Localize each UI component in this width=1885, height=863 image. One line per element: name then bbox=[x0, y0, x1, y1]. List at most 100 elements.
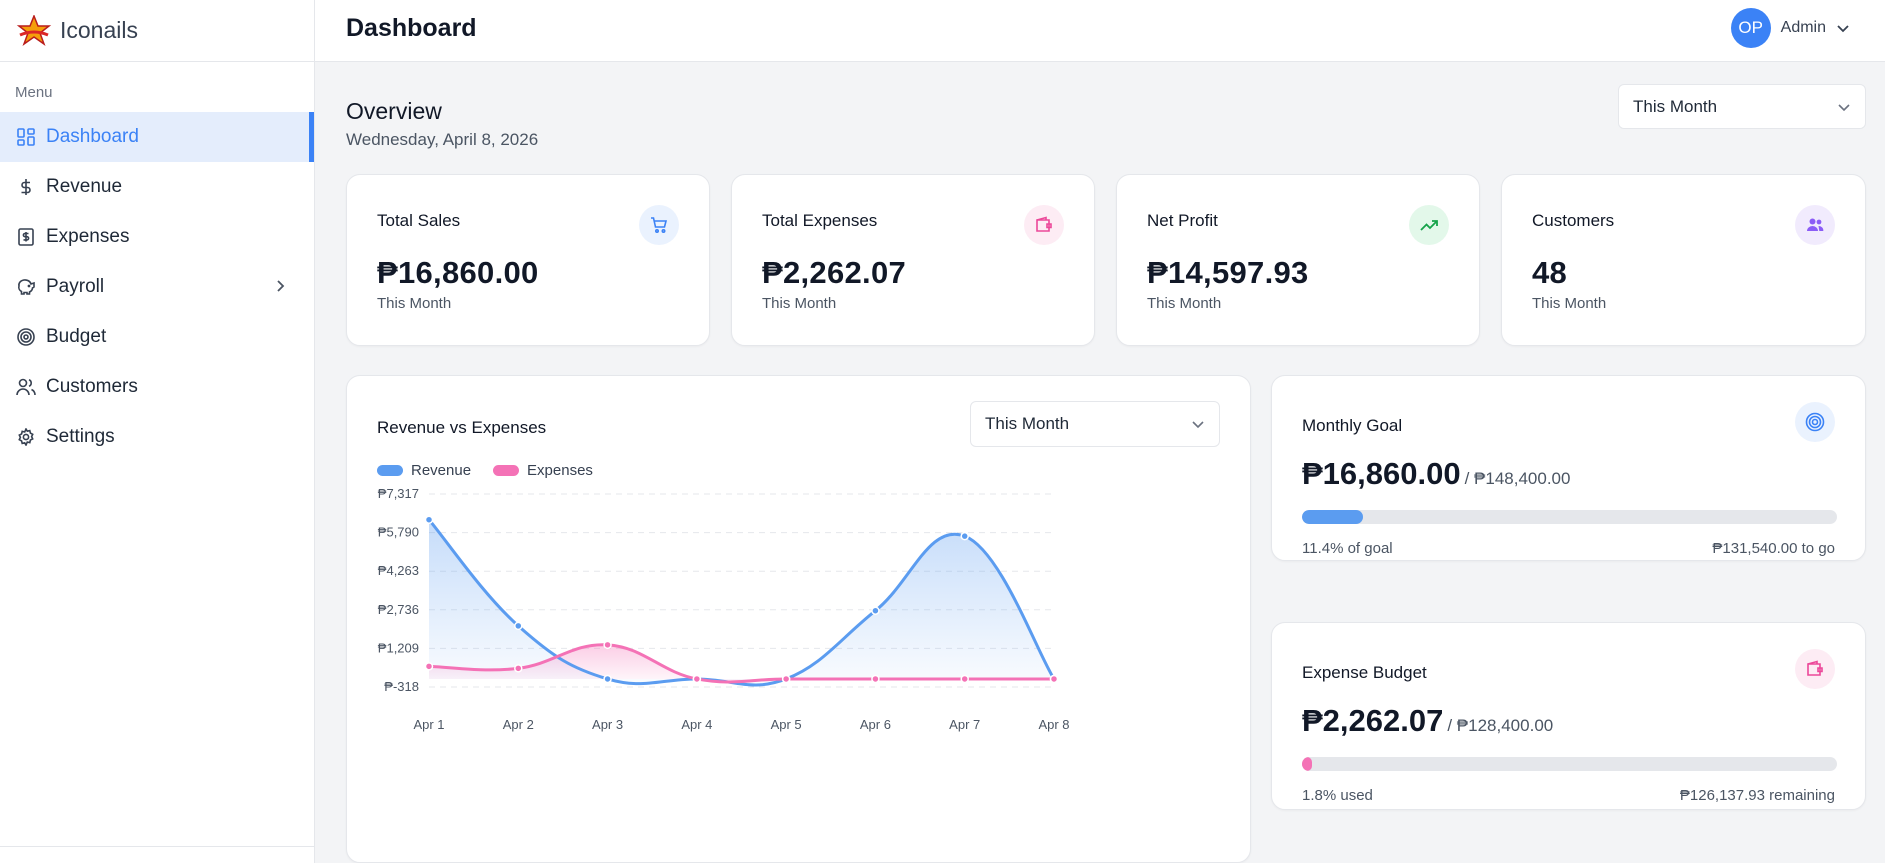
data-point-expenses bbox=[1049, 674, 1059, 684]
stat-subtitle: This Month bbox=[762, 295, 837, 312]
legend-label: Expenses bbox=[527, 462, 593, 479]
x-tick-label: Apr 4 bbox=[681, 717, 712, 732]
brand[interactable]: Iconails bbox=[0, 0, 314, 62]
legend-label: Revenue bbox=[411, 462, 472, 479]
page-title: Dashboard bbox=[346, 14, 477, 42]
data-point-expenses bbox=[424, 662, 434, 671]
app-name: Iconails bbox=[60, 17, 138, 43]
legend-item-revenue[interactable]: Revenue bbox=[377, 462, 471, 479]
stat-title: Total Expenses bbox=[762, 211, 878, 230]
sidebar-item-dashboard[interactable]: Dashboard bbox=[0, 112, 314, 162]
data-point-revenue bbox=[603, 674, 612, 684]
budget-progress-bar bbox=[1302, 757, 1837, 771]
users-icon bbox=[1795, 205, 1835, 245]
sidebar: Iconails Menu Dashboard Revenue Expenses bbox=[0, 0, 315, 863]
logo-icon bbox=[16, 14, 52, 46]
goal-amount: ₱16,860.00 bbox=[1302, 456, 1461, 491]
goal-progress-bar bbox=[1302, 510, 1837, 524]
stat-value: ₱14,597.93 bbox=[1147, 255, 1309, 290]
chart-period-value: This Month bbox=[985, 414, 1070, 433]
stat-card-customers: Customers 48 This Month bbox=[1501, 174, 1866, 346]
x-tick-label: Apr 1 bbox=[413, 717, 444, 732]
goal-percent: 11.4% of goal bbox=[1302, 540, 1393, 557]
chart-legend: Revenue Expenses bbox=[377, 462, 615, 479]
dashboard-grid-icon bbox=[16, 127, 36, 147]
budget-progress-fill bbox=[1302, 757, 1312, 771]
user-menu[interactable]: OP Admin bbox=[1730, 8, 1850, 48]
stat-value: ₱2,262.07 bbox=[762, 255, 907, 290]
sidebar-item-label: Payroll bbox=[46, 276, 105, 297]
period-select[interactable]: This Month bbox=[1618, 84, 1866, 129]
sidebar-item-expenses[interactable]: Expenses bbox=[0, 212, 314, 262]
stat-value: ₱16,860.00 bbox=[377, 255, 539, 290]
budget-total: / ₱128,400.00 bbox=[1447, 716, 1554, 735]
y-tick-label: ₱2,736 bbox=[378, 602, 419, 617]
chevron-right-icon bbox=[277, 280, 285, 292]
menu-label: Menu bbox=[15, 84, 53, 101]
sidebar-item-budget[interactable]: Budget bbox=[0, 312, 314, 362]
revenue-expenses-chart: ₱7,317 ₱5,790 ₱4,263 ₱2,736 ₱1,209 ₱-318 Apr 1… bbox=[378, 486, 1070, 732]
stat-card-total-sales: Total Sales ₱16,860.00 This Month bbox=[346, 174, 710, 346]
y-tick-label: ₱1,209 bbox=[378, 640, 419, 655]
sidebar-item-label: Settings bbox=[46, 426, 115, 447]
sidebar-item-label: Budget bbox=[46, 326, 107, 347]
sidebar-item-settings[interactable]: Settings bbox=[0, 412, 314, 462]
sidebar-nav: Dashboard Revenue Expenses Payroll Bu bbox=[0, 112, 314, 462]
y-tick-label: ₱4,263 bbox=[378, 563, 419, 578]
stat-title: Net Profit bbox=[1147, 211, 1218, 230]
stat-value: 48 bbox=[1532, 255, 1568, 290]
legend-item-expenses[interactable]: Expenses bbox=[493, 462, 593, 479]
stat-subtitle: This Month bbox=[377, 295, 452, 312]
dollar-icon bbox=[16, 177, 36, 197]
main-content: Overview Wednesday, April 8, 2026 This M… bbox=[315, 62, 1885, 863]
legend-swatch bbox=[377, 465, 403, 476]
budget-percent: 1.8% used bbox=[1302, 787, 1373, 804]
x-tick-label: Apr 3 bbox=[592, 717, 623, 732]
users-icon bbox=[16, 377, 36, 397]
x-tick-label: Apr 2 bbox=[503, 717, 534, 732]
cart-icon bbox=[639, 205, 679, 245]
goal-remaining: ₱131,540.00 to go bbox=[1712, 540, 1835, 557]
data-point-revenue bbox=[960, 531, 969, 541]
data-point-revenue bbox=[514, 621, 523, 631]
stat-subtitle: This Month bbox=[1147, 295, 1222, 312]
x-tick-label: Apr 8 bbox=[1038, 717, 1069, 732]
y-tick-label: ₱-318 bbox=[384, 679, 419, 694]
stat-subtitle: This Month bbox=[1532, 295, 1607, 312]
sidebar-item-revenue[interactable]: Revenue bbox=[0, 162, 314, 212]
data-point-expenses bbox=[781, 674, 791, 684]
wallet-icon bbox=[1024, 205, 1064, 245]
user-name: Admin bbox=[1780, 19, 1826, 36]
wallet-icon bbox=[1795, 649, 1835, 689]
budget-value: ₱2,262.07/ ₱128,400.00 bbox=[1302, 703, 1553, 739]
sidebar-item-label: Revenue bbox=[46, 176, 123, 197]
sidebar-item-customers[interactable]: Customers bbox=[0, 362, 314, 412]
overview-date: Wednesday, April 8, 2026 bbox=[346, 130, 539, 149]
sidebar-item-payroll[interactable]: Payroll bbox=[0, 262, 314, 312]
chevron-down-icon bbox=[1192, 421, 1204, 429]
stat-title: Total Sales bbox=[377, 211, 461, 230]
y-tick-label: ₱7,317 bbox=[378, 486, 419, 501]
goal-progress-fill bbox=[1302, 510, 1363, 524]
data-point-expenses bbox=[692, 674, 702, 684]
data-point-revenue bbox=[871, 606, 880, 615]
avatar[interactable]: OP bbox=[1730, 8, 1771, 48]
data-point-revenue bbox=[424, 515, 434, 524]
sidebar-item-label: Expenses bbox=[46, 226, 130, 247]
x-tick-label: Apr 7 bbox=[949, 717, 980, 732]
y-tick-label: ₱5,790 bbox=[378, 525, 419, 540]
goal-target: / ₱148,400.00 bbox=[1464, 469, 1571, 488]
piggy-bank-icon bbox=[16, 277, 36, 297]
legend-swatch bbox=[493, 465, 520, 476]
x-tick-label: Apr 6 bbox=[860, 717, 891, 732]
target-icon bbox=[1795, 402, 1835, 442]
data-point-expenses bbox=[871, 674, 880, 684]
data-point-expenses bbox=[603, 640, 612, 650]
chart-title: Revenue vs Expenses bbox=[377, 418, 547, 437]
stat-card-net-profit: Net Profit ₱14,597.93 This Month bbox=[1116, 174, 1480, 346]
topbar: Dashboard OP Admin bbox=[315, 0, 1885, 62]
trending-up-icon bbox=[1409, 205, 1449, 245]
x-tick-label: Apr 5 bbox=[771, 717, 802, 732]
budget-remaining: ₱126,137.93 remaining bbox=[1679, 787, 1835, 804]
chart-period-select[interactable]: This Month bbox=[970, 401, 1220, 447]
